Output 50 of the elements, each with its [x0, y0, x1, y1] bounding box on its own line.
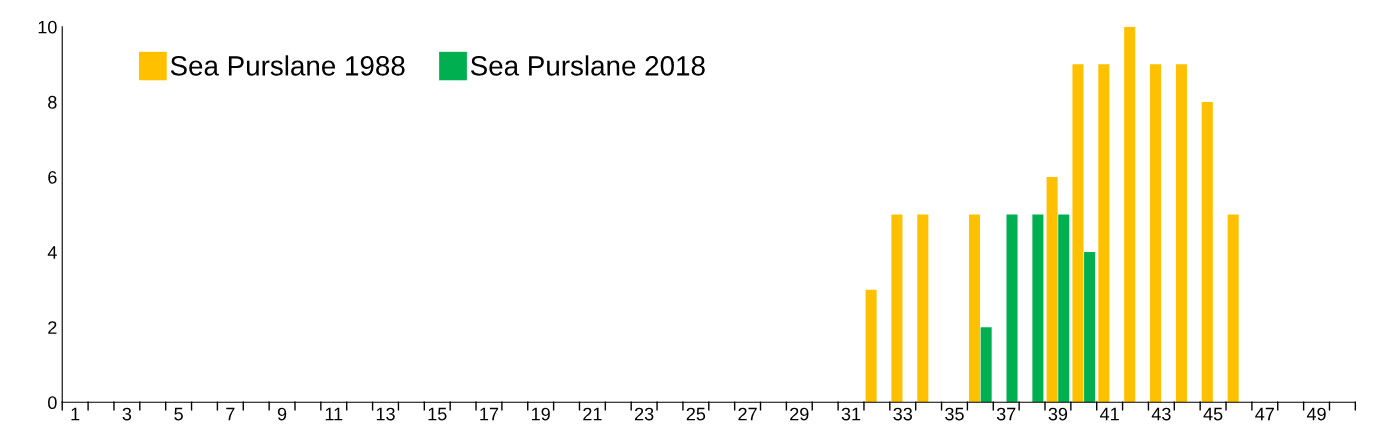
x-tick-label: 13 — [376, 407, 395, 421]
bar — [980, 327, 992, 403]
x-tick-label: 47 — [1255, 407, 1274, 421]
x-tick-label: 43 — [1151, 407, 1171, 421]
x-tick-label: 9 — [277, 407, 287, 421]
x-tick-label: 35 — [945, 407, 964, 421]
legend-label: Sea Purslane 1988 — [170, 55, 405, 76]
bar — [1046, 177, 1058, 403]
bar — [1084, 252, 1096, 403]
bar — [1098, 64, 1110, 403]
bar — [1058, 214, 1070, 403]
x-tick-label: 7 — [226, 407, 235, 421]
bar — [865, 289, 877, 403]
bar — [1227, 214, 1239, 403]
x-tick-label: 11 — [325, 407, 343, 421]
bar — [968, 214, 981, 403]
bar — [917, 214, 929, 403]
x-tick-label: 3 — [122, 407, 132, 421]
x-tick-label: 15 — [428, 407, 447, 421]
bar — [1124, 26, 1136, 403]
x-tick-label: 41 — [1100, 407, 1119, 421]
x-tick-label: 49 — [1306, 407, 1326, 421]
x-tick-label: 25 — [686, 407, 706, 421]
bar — [1072, 64, 1084, 403]
y-tick-label: 0 — [48, 396, 57, 410]
y-tick-label: 4 — [47, 246, 57, 259]
x-tick-label: 31 — [841, 407, 861, 421]
x-tick-label: 39 — [1048, 407, 1068, 421]
bar — [1006, 214, 1018, 403]
bar — [1150, 64, 1162, 403]
x-tick-label: 23 — [635, 407, 654, 421]
legend-label: Sea Purslane 2018 — [470, 55, 705, 76]
bar — [1032, 214, 1044, 403]
x-tick-label: 33 — [893, 407, 912, 421]
x-tick-label: 1 — [71, 407, 80, 421]
x-tick-label: 19 — [532, 407, 550, 421]
x-tick-label: 29 — [790, 407, 809, 421]
y-tick-label: 2 — [48, 321, 57, 334]
bar — [1175, 64, 1187, 403]
x-tick-label: 45 — [1203, 407, 1223, 421]
x-tick-label: 5 — [174, 407, 183, 421]
x-tick-label: 27 — [738, 407, 757, 421]
y-tick-label: 6 — [48, 170, 57, 184]
x-tick-label: 37 — [996, 407, 1016, 421]
bar — [1201, 101, 1213, 403]
y-tick-label: 10 — [38, 20, 57, 34]
bar — [891, 214, 903, 403]
x-tick-label: 21 — [583, 407, 602, 421]
y-tick-label: 8 — [48, 95, 57, 109]
x-tick-label: 17 — [480, 407, 499, 421]
